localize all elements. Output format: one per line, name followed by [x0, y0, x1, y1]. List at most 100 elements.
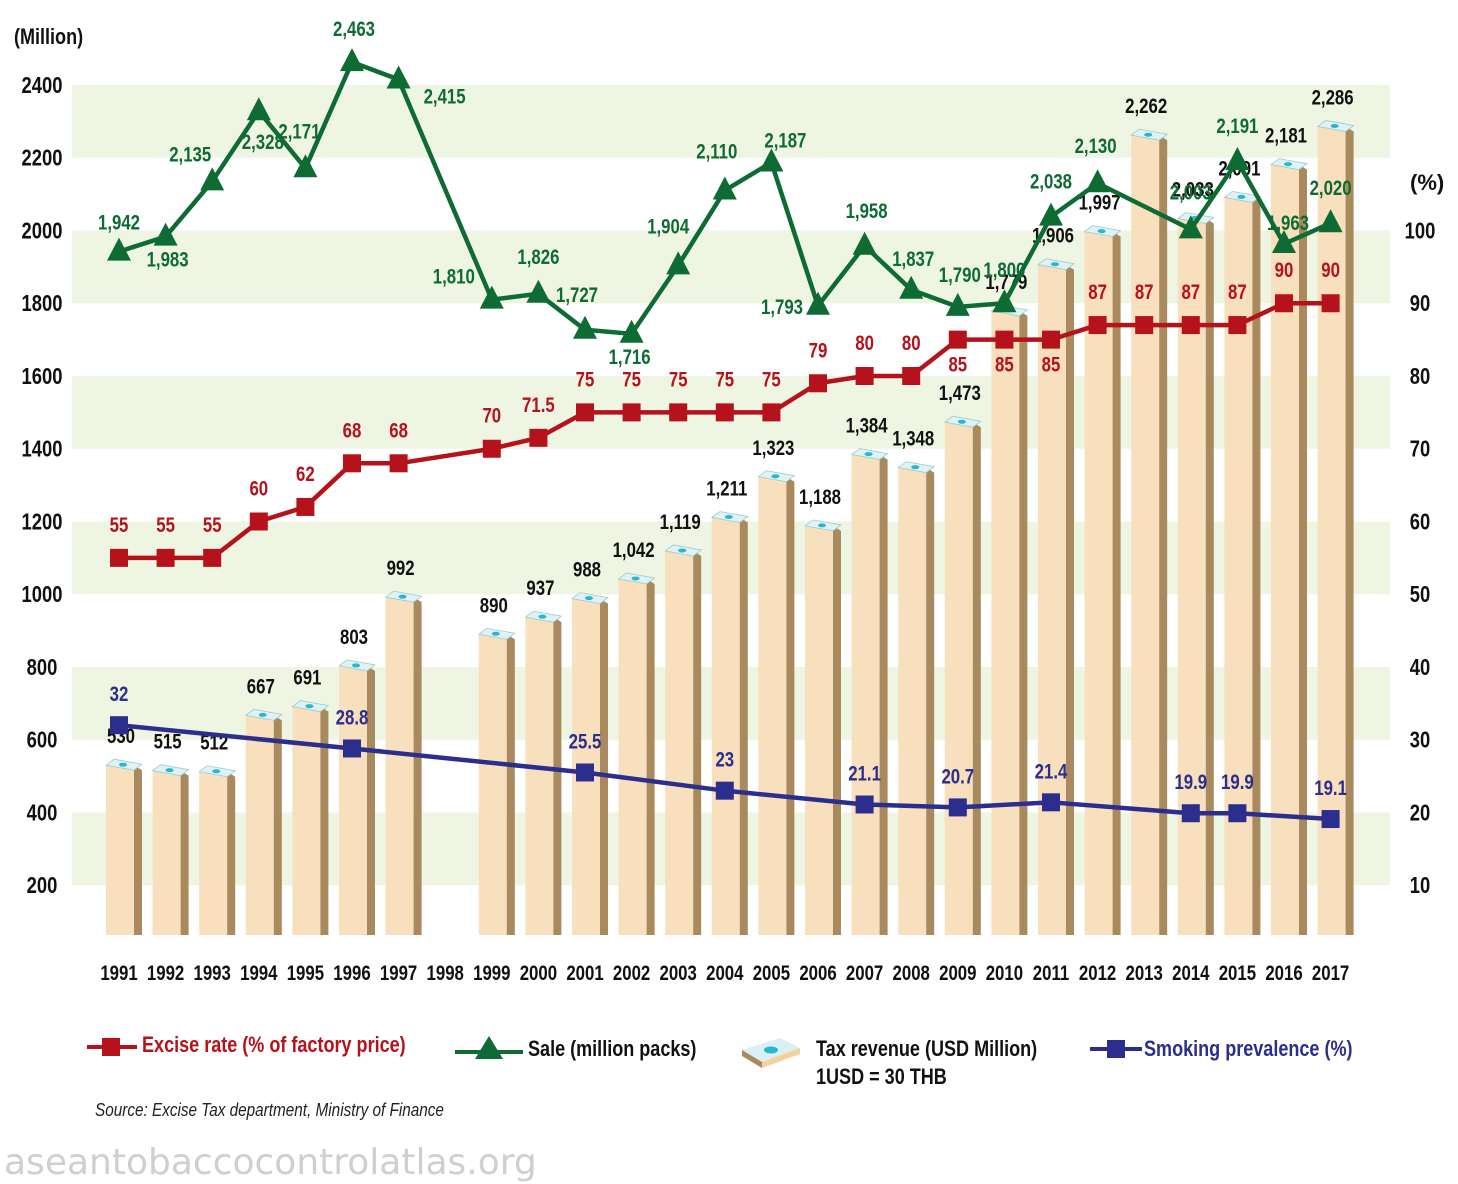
tax-value-label: 988	[573, 559, 601, 582]
year-label: 2005	[753, 962, 791, 985]
excise-marker	[389, 454, 408, 473]
tax-bar	[151, 764, 190, 935]
tax-bar-side	[833, 525, 841, 935]
year-label: 2014	[1172, 962, 1210, 985]
money-icon	[119, 762, 127, 767]
background-bands	[72, 85, 1390, 886]
tax-value-label: 1,323	[752, 437, 794, 460]
tax-bar	[710, 511, 749, 935]
prevalence-value-label: 19.1	[1314, 777, 1347, 800]
tax-bar-front	[618, 578, 647, 935]
sale-marker	[246, 97, 271, 121]
left-axis-label: (Million)	[14, 25, 83, 49]
sale-value-label: 1,727	[556, 284, 598, 307]
year-label: 2002	[613, 962, 650, 985]
prevalence-line	[118, 722, 1331, 822]
tax-bar-front	[991, 310, 1020, 935]
sale-value-label: 2,110	[696, 141, 737, 164]
year-label: 2015	[1219, 962, 1257, 985]
money-icon	[724, 514, 733, 519]
right-tick-label: 60	[1410, 510, 1430, 535]
prevalence-marker	[1228, 804, 1247, 823]
excise-value-label: 68	[389, 420, 408, 443]
tax-bar-side	[367, 665, 375, 935]
tax-bar-front	[944, 422, 973, 935]
excise-value-label: 75	[669, 369, 688, 392]
tax-bar	[1083, 225, 1122, 935]
year-label: 1997	[380, 962, 417, 985]
prevalence-value-label: 21.4	[1035, 761, 1068, 784]
excise-value-label: 75	[762, 369, 781, 392]
prevalence-marker	[1181, 804, 1200, 823]
prevalence-marker	[1042, 793, 1060, 812]
tax-bar-side	[1205, 218, 1214, 936]
sale-value-label: 2,003	[1170, 182, 1212, 205]
tax-bar-side	[1345, 126, 1354, 935]
money-icon	[1051, 262, 1059, 267]
tax-value-label: 1,119	[660, 511, 701, 534]
tax-bar	[291, 700, 330, 935]
excise-value-label: 90	[1321, 260, 1340, 283]
excise-marker	[855, 367, 874, 385]
prevalence-value-label: 32	[110, 684, 129, 707]
sale-marker	[107, 237, 131, 261]
prevalence-marker	[855, 795, 874, 814]
excise-value-label: 85	[995, 354, 1014, 377]
excise-marker	[296, 497, 315, 516]
left-tick-label: 400	[27, 801, 58, 826]
tax-value-label: 937	[526, 577, 554, 600]
money-icon	[818, 523, 826, 528]
left-tick-label: 2200	[22, 146, 63, 171]
sale-value-label: 2,328	[242, 132, 284, 155]
right-tick-label: 10	[1410, 873, 1430, 898]
money-icon	[212, 769, 221, 774]
sale-value-label: 2,463	[333, 18, 375, 41]
year-label: 2012	[1079, 962, 1116, 985]
tax-bar-front	[1131, 135, 1160, 935]
sale-marker	[340, 48, 364, 72]
tax-bar	[384, 590, 423, 935]
tax-value-label: 1,211	[706, 478, 747, 501]
excise-marker	[622, 403, 641, 422]
excise-value-label: 90	[1275, 260, 1294, 283]
year-label: 2008	[893, 962, 930, 985]
year-label: 2004	[706, 962, 744, 985]
tax-bar-front	[339, 665, 367, 935]
tax-value-label: 2,262	[1125, 96, 1167, 119]
tax-bar-side	[506, 634, 515, 935]
tax-bar-side	[1066, 264, 1074, 935]
tax-legend-label: Tax revenue (USD Million)	[816, 1036, 1038, 1061]
tax-bar	[990, 304, 1029, 935]
money-icon	[911, 465, 920, 470]
tax-bar-side	[879, 454, 888, 935]
tax-bar-front	[758, 476, 787, 935]
right-tick-label: 100	[1405, 219, 1436, 244]
sale-value-label: 2,135	[169, 144, 211, 167]
sale-value-label: 1,837	[892, 248, 934, 271]
tax-value-label: 667	[247, 676, 275, 699]
money-icon	[771, 474, 780, 479]
year-label: 2011	[1033, 962, 1070, 985]
series-lines	[107, 48, 1343, 829]
band	[72, 85, 1390, 158]
left-tick-label: 1000	[22, 582, 63, 607]
band	[72, 230, 1390, 304]
excise-value-label: 79	[809, 340, 828, 363]
tax-bar-side	[320, 706, 329, 935]
excise-value-label: 55	[156, 514, 175, 537]
tax-bar-side	[1252, 197, 1261, 935]
excise-marker	[809, 374, 827, 393]
sale-marker	[1039, 202, 1063, 226]
money-icon	[1284, 162, 1292, 167]
right-tick-label: 70	[1410, 437, 1430, 462]
tax-bar-side	[134, 765, 142, 935]
year-label: 2001	[566, 962, 604, 985]
tax-bar-side	[739, 517, 748, 935]
tax-value-label: 2,033	[1172, 179, 1214, 202]
excise-value-label: 55	[203, 514, 222, 537]
excise-marker	[203, 548, 222, 567]
tax-bar-side	[413, 597, 422, 935]
excise-value-label: 75	[715, 369, 734, 392]
excise-value-label: 71.5	[522, 394, 555, 417]
